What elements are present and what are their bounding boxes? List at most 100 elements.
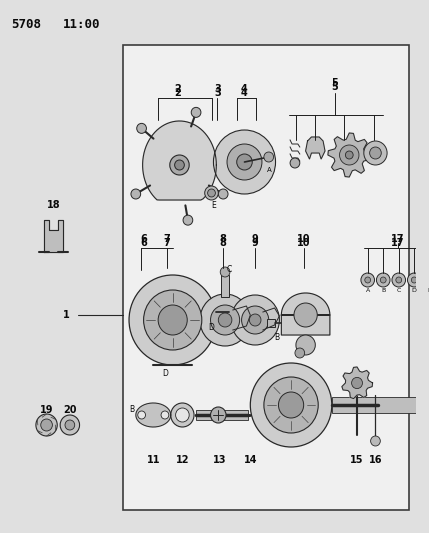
Text: B: B [381,287,385,293]
Text: 14: 14 [244,455,257,465]
Bar [267,319,275,327]
Text: 17: 17 [391,238,405,248]
Circle shape [396,277,402,283]
Text: D: D [208,324,214,333]
Text: 4: 4 [241,84,248,94]
Circle shape [364,141,387,165]
Circle shape [376,273,390,287]
Text: 2: 2 [174,84,181,94]
Circle shape [427,277,429,283]
Text: 9: 9 [252,234,259,244]
Bar [123,45,409,510]
Text: 20: 20 [63,405,77,415]
Text: 16: 16 [369,455,382,465]
Circle shape [144,290,202,350]
Text: E: E [211,200,216,209]
Circle shape [200,294,250,346]
Text: 11: 11 [147,455,160,465]
Circle shape [295,348,305,358]
Circle shape [411,277,417,283]
Bar [221,275,229,297]
Circle shape [290,158,300,168]
Circle shape [370,147,381,159]
Circle shape [41,419,52,431]
Circle shape [36,414,57,436]
Circle shape [345,151,353,159]
Circle shape [211,407,226,423]
Text: 18: 18 [47,200,60,210]
Circle shape [392,273,405,287]
Circle shape [214,130,275,194]
Text: 11:00: 11:00 [63,18,100,31]
Text: 5: 5 [331,82,338,92]
Circle shape [250,363,332,447]
Circle shape [129,275,216,365]
Circle shape [342,147,357,163]
Text: A: A [366,287,370,293]
Text: 8: 8 [220,234,227,244]
Polygon shape [143,121,216,200]
Circle shape [264,377,318,433]
Circle shape [183,215,193,225]
Circle shape [161,411,169,419]
Text: 19: 19 [40,405,53,415]
Text: 5: 5 [331,78,338,88]
Polygon shape [328,133,371,177]
Circle shape [131,189,141,199]
Text: C: C [396,287,401,293]
Circle shape [264,152,274,162]
Circle shape [294,303,317,327]
Polygon shape [342,367,372,399]
Circle shape [381,277,386,283]
Polygon shape [136,403,171,427]
Circle shape [191,107,201,117]
Circle shape [365,277,371,283]
Circle shape [423,273,429,287]
Text: E: E [428,287,429,293]
Circle shape [65,420,75,430]
Circle shape [138,411,145,419]
Circle shape [175,160,184,170]
Circle shape [205,186,218,200]
Polygon shape [44,220,63,252]
Circle shape [218,189,228,199]
Text: 13: 13 [212,455,226,465]
Text: 3: 3 [214,84,221,94]
Circle shape [237,154,252,170]
Circle shape [158,305,187,335]
Text: B: B [130,406,135,415]
Text: C: C [227,265,232,274]
Text: 6: 6 [140,238,147,248]
Circle shape [408,273,421,287]
Text: 7: 7 [163,234,170,244]
Text: 9: 9 [252,238,259,248]
Text: 8: 8 [220,238,227,248]
Circle shape [208,189,215,197]
Circle shape [220,267,230,277]
Circle shape [340,145,359,165]
Circle shape [137,123,146,133]
Bar [332,397,419,413]
Circle shape [249,314,261,326]
Text: A: A [267,167,272,173]
Text: 15: 15 [350,455,364,465]
Text: 3: 3 [214,88,221,98]
Text: 17: 17 [391,234,405,244]
Text: D: D [412,287,417,293]
Text: B: B [274,333,279,342]
Circle shape [211,305,240,335]
Circle shape [352,377,363,389]
Circle shape [218,313,232,327]
Circle shape [361,273,375,287]
Circle shape [175,408,189,422]
Circle shape [278,392,304,418]
Text: 1: 1 [63,310,69,320]
Circle shape [170,155,189,175]
Circle shape [60,415,79,435]
Text: 5708: 5708 [12,18,42,31]
Circle shape [242,306,269,334]
Text: 10: 10 [297,238,311,248]
Text: 6: 6 [140,234,147,244]
Text: 10: 10 [297,234,311,244]
Circle shape [371,436,381,446]
